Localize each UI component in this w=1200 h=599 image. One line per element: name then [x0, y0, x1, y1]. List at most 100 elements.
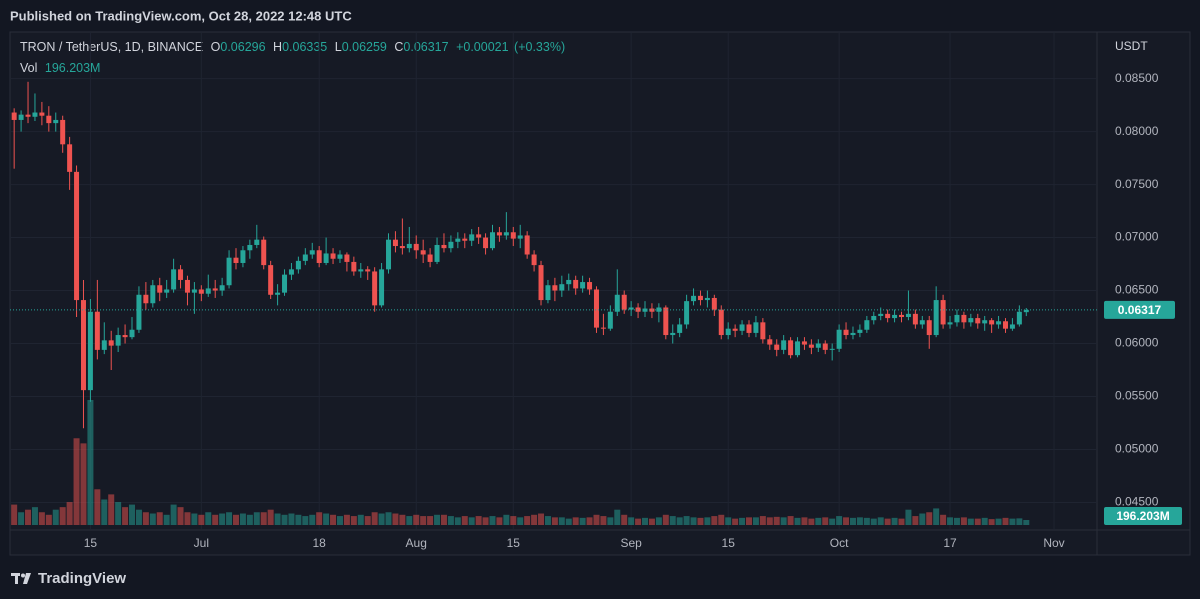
candle-body [996, 321, 1002, 325]
x-tick-label: Jul [194, 536, 209, 550]
logo-mark [23, 573, 31, 584]
volume-bar [440, 514, 447, 525]
candle-body [808, 344, 814, 348]
candle-body [704, 297, 710, 301]
candle-body [836, 329, 842, 349]
candle-body [795, 341, 801, 356]
volume-bar [371, 512, 378, 525]
volume-bar [808, 518, 815, 525]
volume-bar [38, 512, 45, 525]
volume-bar [676, 517, 683, 525]
volume-bar [815, 517, 822, 525]
volume-bar [246, 514, 253, 525]
volume-bar [309, 514, 316, 525]
volume-bar [25, 509, 32, 525]
candle-body [226, 257, 232, 286]
volume-bar [336, 516, 343, 525]
logo [11, 573, 31, 584]
volume-bar [149, 513, 156, 525]
candle-body [483, 237, 489, 249]
candle-body [621, 294, 627, 310]
candle-body [982, 320, 988, 324]
brand: TradingView [38, 570, 126, 587]
candle-body [330, 253, 336, 259]
candle-body [420, 250, 426, 255]
volume-bar [45, 514, 52, 525]
candle-body [11, 112, 17, 120]
candle-body [157, 285, 163, 293]
candle-body [399, 246, 405, 249]
candle-body [600, 327, 606, 329]
volume-bar [489, 516, 496, 525]
y-tick-label: 0.08000 [1115, 124, 1159, 138]
volume-bar [870, 518, 877, 525]
y-tick-label: 0.05000 [1115, 442, 1159, 456]
candle-body [954, 314, 960, 323]
volume-bar [1023, 519, 1030, 525]
volume-bar [558, 517, 565, 525]
volume-bar [232, 514, 239, 525]
volume-bar [531, 514, 538, 525]
l-value: 0.06259 [342, 40, 387, 54]
volume-bar [343, 514, 350, 525]
volume-bar [960, 517, 967, 525]
candle-body [365, 269, 371, 272]
volume-bar [434, 514, 441, 525]
volume-legend: Vol 196.203M [20, 61, 100, 75]
volume-bar [732, 518, 739, 525]
candle-body [295, 260, 301, 270]
candle-body [517, 235, 523, 239]
candle-body [60, 119, 66, 145]
candle-body [372, 271, 378, 306]
x-tick-label: Oct [830, 536, 849, 550]
volume-bar [413, 514, 420, 525]
volume-bar [836, 516, 843, 525]
volume-bar [108, 494, 115, 525]
volume-bar [572, 517, 579, 525]
candle-body [815, 343, 821, 348]
volume-bar [614, 509, 621, 525]
volume-bar [219, 513, 226, 525]
volume-bar [718, 514, 725, 525]
volume-bar [524, 516, 531, 525]
volume-bar [898, 518, 905, 525]
candle-body [607, 311, 613, 329]
volume-bar [905, 509, 912, 525]
volume-bar [642, 517, 649, 525]
candle-body [178, 269, 184, 280]
volume-bar [170, 504, 177, 525]
candle-body [940, 300, 946, 325]
candle-body [455, 238, 461, 242]
x-tick-label: Sep [620, 536, 642, 550]
x-tick-label: 18 [313, 536, 327, 550]
candle-body [261, 239, 267, 266]
candle-body [434, 244, 440, 262]
candle-body [150, 285, 156, 304]
candle-body [580, 282, 586, 289]
volume-bar [191, 513, 198, 525]
c-value: 0.06317 [403, 40, 448, 54]
candle-body [74, 171, 80, 301]
last-price-tag [1104, 300, 1175, 319]
c-label: C [394, 40, 403, 54]
candle-body [899, 314, 905, 318]
candle-body [975, 318, 981, 324]
volume-bar [794, 517, 801, 525]
candle-body [566, 279, 572, 285]
volume-bar [420, 516, 427, 525]
volume-bar [995, 518, 1002, 525]
candle-body [510, 232, 516, 239]
volume-bar [752, 517, 759, 525]
volume-bar [662, 514, 669, 525]
candle-body [649, 308, 655, 312]
volume-bar [933, 508, 940, 525]
volume-bar [198, 514, 205, 525]
candle-body [663, 307, 669, 336]
volume-bar [142, 512, 149, 525]
candle-body [115, 335, 121, 346]
volume-bar [877, 517, 884, 525]
candle-body [739, 324, 745, 331]
candle-body [1016, 311, 1022, 325]
volume-bar [884, 518, 891, 525]
candle-body [829, 348, 835, 350]
